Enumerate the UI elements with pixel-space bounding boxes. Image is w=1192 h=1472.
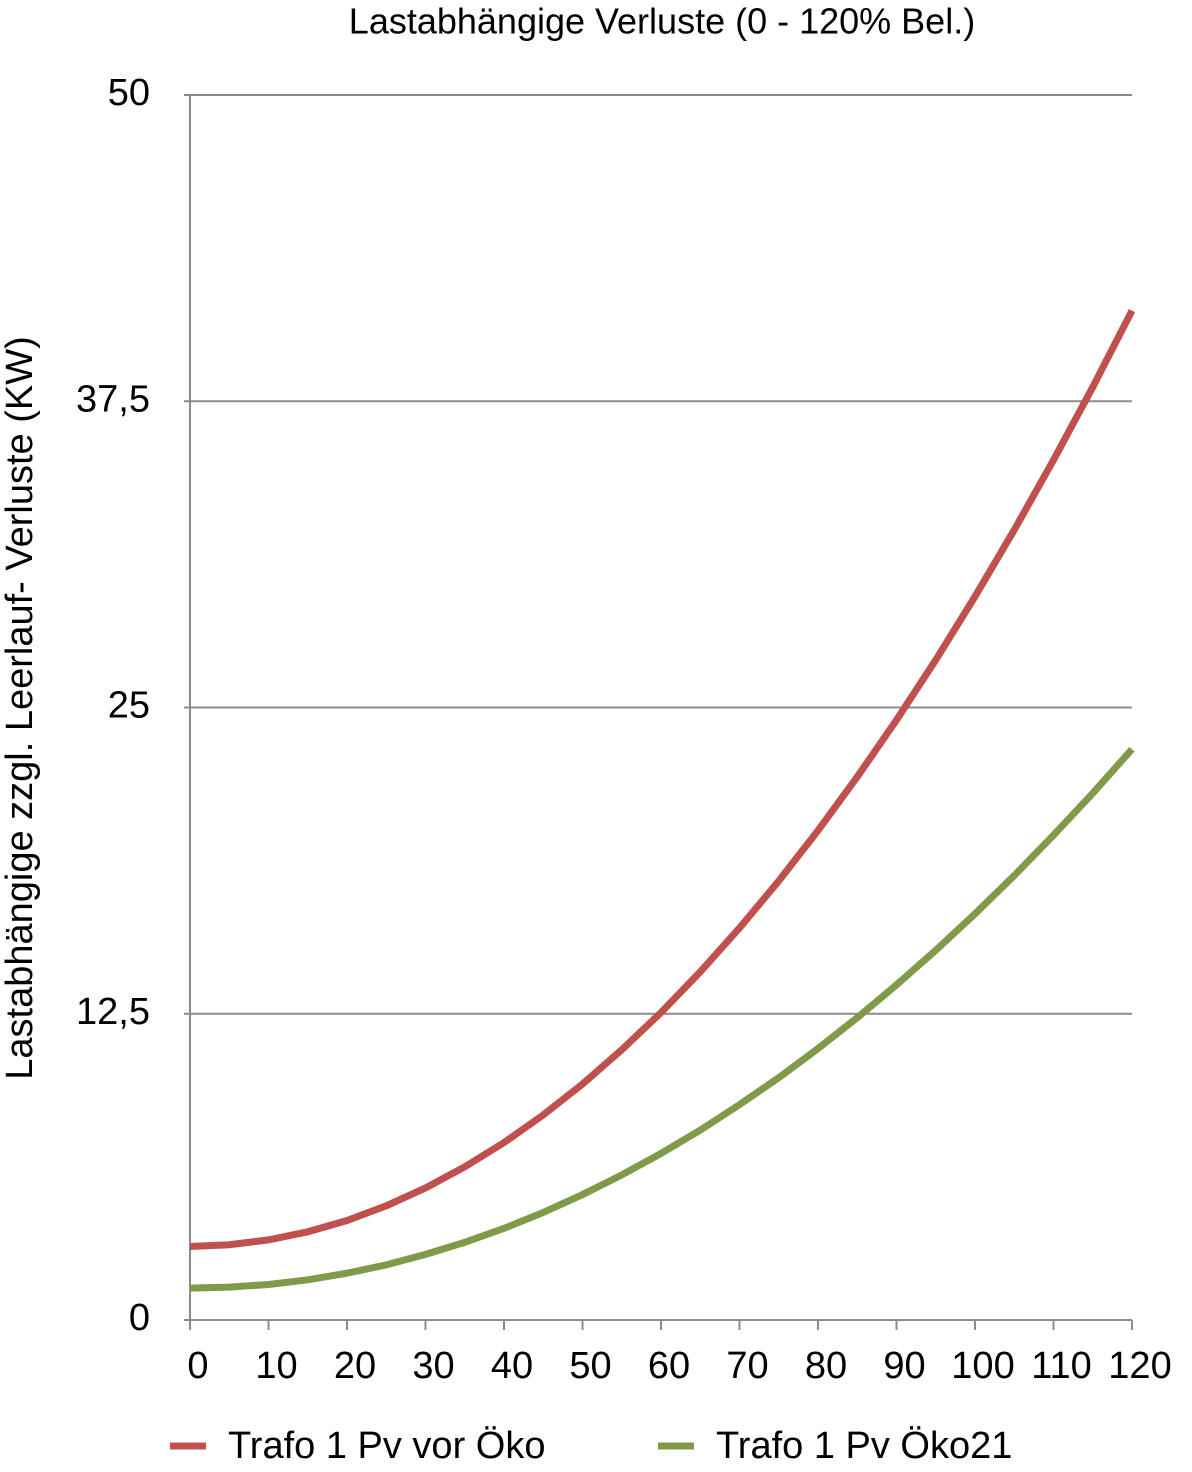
y-tick-label: 50 [108, 72, 150, 114]
x-tick-label: 30 [412, 1345, 454, 1387]
x-tick-label: 50 [569, 1345, 611, 1387]
y-tick-label: 25 [108, 685, 150, 727]
x-tick-label: 100 [951, 1345, 1014, 1387]
y-axis-label: Lastabhängige zzgl. Leerlauf- Verluste (… [0, 336, 41, 1080]
x-tick-label: 60 [648, 1345, 690, 1387]
x-tick-label: 70 [726, 1345, 768, 1387]
y-tick-label: 0 [129, 1297, 150, 1339]
series-line [189, 746, 1135, 1292]
y-tick-label: 37,5 [76, 378, 150, 420]
x-tick-label: 10 [255, 1345, 297, 1387]
chart-title: Lastabhängige Verluste (0 - 120% Bel.) [349, 1, 975, 42]
y-tick-label: 12,5 [76, 991, 150, 1033]
x-tick-label: 80 [805, 1345, 847, 1387]
x-tick-label: 40 [491, 1345, 533, 1387]
x-tick-label: 110 [1031, 1345, 1092, 1387]
legend-label: Trafo 1 Pv vor Öko [228, 1425, 545, 1467]
x-tick-label: 90 [883, 1345, 925, 1387]
x-tick-label: 20 [334, 1345, 376, 1387]
x-tick-label: 120 [1108, 1345, 1171, 1387]
x-tick-label: 0 [187, 1345, 208, 1387]
legend-label: Trafo 1 Pv Öko21 [716, 1425, 1012, 1467]
series-line [189, 309, 1136, 1250]
